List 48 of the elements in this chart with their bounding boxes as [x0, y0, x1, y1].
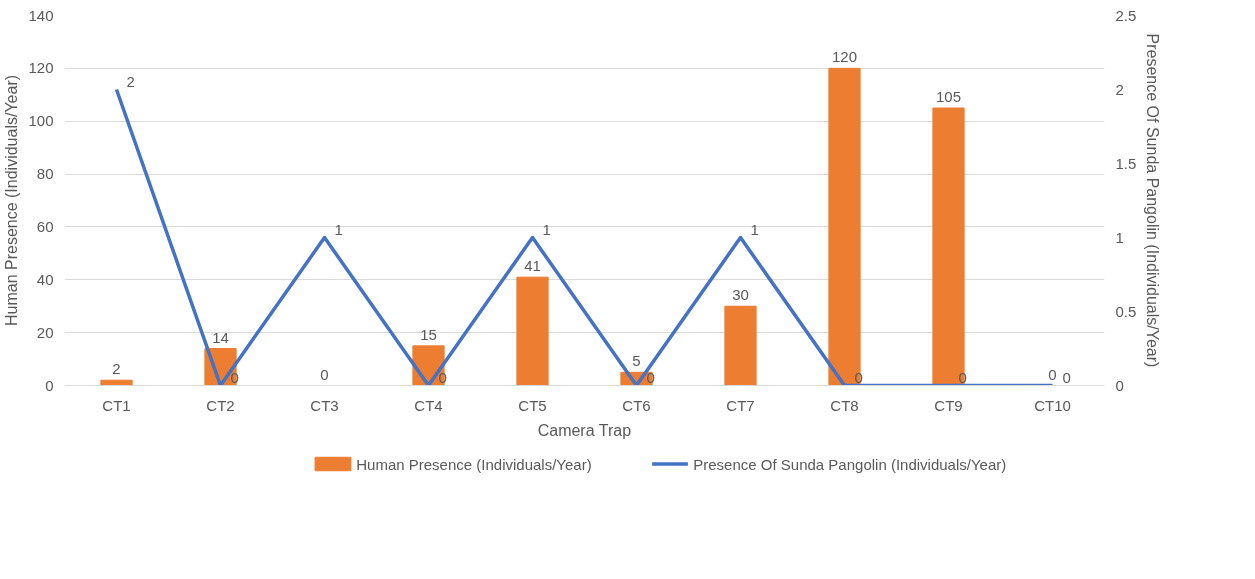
x-axis-title: Camera Trap	[537, 421, 632, 439]
x-tick-label: CT8	[830, 396, 859, 414]
data-label: 0	[1062, 368, 1071, 386]
x-tick-label: CT1	[102, 396, 131, 414]
bar	[828, 67, 861, 386]
data-label: 105	[935, 88, 962, 105]
data-label: 1	[334, 220, 343, 238]
data-label: 5	[632, 352, 641, 370]
y-axis-title: Human Presence (Individuals/Year)	[3, 74, 21, 327]
bar	[516, 276, 549, 386]
data-label: 120	[831, 48, 858, 66]
y2-tick-label: 0.5	[1115, 302, 1137, 320]
y2-tick-label: 0	[1115, 376, 1124, 394]
data-label: 0	[1048, 365, 1057, 383]
y-tick-label: 120	[28, 59, 54, 77]
data-label: 15	[420, 325, 437, 343]
y2-tick-label: 2	[1115, 80, 1124, 98]
y-tick-label: 80	[36, 165, 54, 183]
y-tick-label: 0	[45, 376, 54, 394]
data-label: 0	[320, 365, 329, 383]
data-label: 41	[524, 257, 541, 275]
legend-label: Human Presence (Individuals/Year)	[356, 455, 592, 473]
y-tick-label: 140	[28, 6, 54, 24]
x-tick-label: CT5	[518, 396, 547, 414]
y-tick-label: 40	[36, 270, 54, 288]
y2-tick-label: 1	[1115, 228, 1124, 246]
y2-tick-label: 2.5	[1115, 6, 1137, 24]
x-tick-label: CT2	[206, 396, 235, 414]
bar	[724, 305, 757, 386]
data-label: 2	[112, 360, 121, 378]
x-tick-label: CT4	[414, 396, 443, 414]
data-label: 14	[212, 328, 229, 346]
data-label: 1	[750, 220, 759, 238]
x-tick-label: CT7	[726, 396, 755, 414]
x-tick-label: CT6	[622, 396, 651, 414]
data-label: 1	[542, 220, 551, 238]
x-tick-label: CT9	[934, 396, 963, 414]
x-tick-label: CT3	[310, 396, 339, 414]
y2-tick-label: 1.5	[1115, 154, 1137, 172]
data-label: 30	[732, 286, 749, 304]
y-tick-label: 60	[36, 217, 54, 235]
bar	[932, 107, 965, 386]
x-tick-label: CT10	[1034, 396, 1071, 414]
y2-axis-title: Presence Of Sunda Pangolin (Individuals/Year)	[1144, 33, 1162, 368]
y-tick-label: 20	[36, 323, 54, 341]
y-tick-label: 100	[28, 112, 54, 130]
legend-label: Presence Of Sunda Pangolin (Individuals/Year)	[693, 455, 1007, 473]
data-label: 2	[126, 72, 135, 90]
